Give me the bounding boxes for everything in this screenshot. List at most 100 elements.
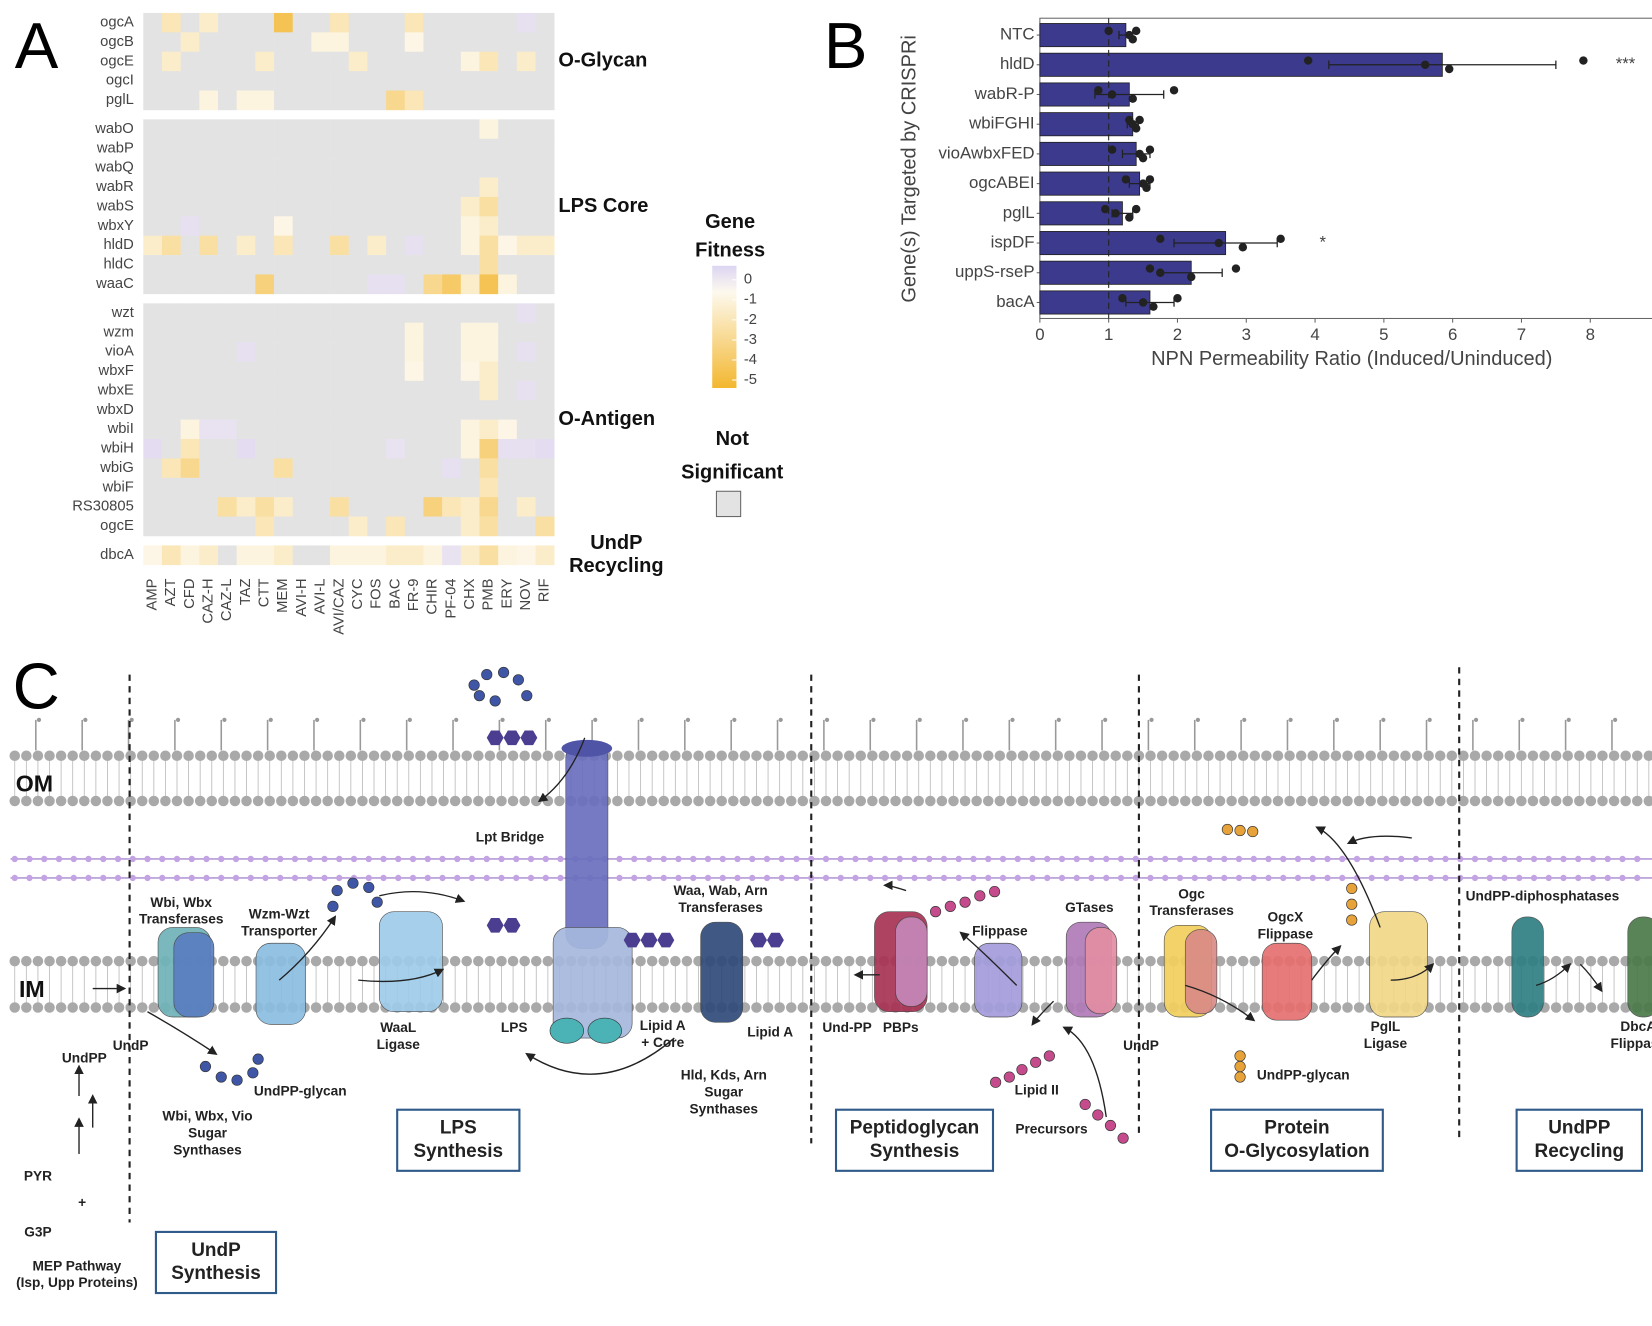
pg-bead <box>690 855 697 863</box>
lipid-head <box>948 955 959 967</box>
heatmap-cell <box>199 274 219 295</box>
heatmap-cell <box>236 216 256 236</box>
protein <box>1369 911 1428 1018</box>
data-point <box>1128 35 1137 44</box>
lipid-head <box>1574 750 1585 761</box>
pg-bead <box>1073 874 1080 882</box>
lipid-head <box>44 750 55 761</box>
lipid-head <box>1156 795 1168 807</box>
heatmap-cell <box>255 119 275 140</box>
heatmap-cell <box>367 119 387 140</box>
lipid-head <box>67 795 78 807</box>
heatmap-cell <box>199 51 219 72</box>
lipid-head <box>1180 750 1191 761</box>
pg-bead <box>1545 874 1552 882</box>
heatmap-cell <box>292 119 312 140</box>
sugar <box>1234 1060 1246 1073</box>
lipid-head <box>229 750 241 761</box>
lpt-cap <box>561 739 613 757</box>
lipid-head <box>762 795 774 807</box>
section-title: Recycling <box>1535 1141 1625 1162</box>
pg-bead <box>1619 855 1626 863</box>
diagram-label: Ogc <box>1178 886 1205 901</box>
pg-bead <box>1589 874 1597 882</box>
heatmap-cell <box>442 71 462 91</box>
heatmap-cell <box>516 380 536 401</box>
heatmap-cell <box>236 361 256 382</box>
pg-bead <box>1589 855 1597 863</box>
lps-tip <box>83 717 88 722</box>
lipid-head <box>461 1002 472 1013</box>
heatmap-cell <box>404 458 424 479</box>
pg-bead <box>690 874 697 882</box>
column-label: CHIR <box>425 579 441 615</box>
row-label: hldC <box>103 257 134 273</box>
heatmap-cell <box>404 274 424 295</box>
pg-bead <box>1147 874 1154 882</box>
diagram-label: G3P <box>24 1225 51 1240</box>
heatmap-cell <box>460 439 480 459</box>
lipid-head <box>1052 795 1064 807</box>
heatmap-cell <box>479 255 499 275</box>
lipid-head <box>310 750 322 761</box>
sugar <box>1016 1064 1028 1076</box>
lps-tip <box>685 717 691 722</box>
data-point <box>1149 302 1158 311</box>
heatmap-cell <box>180 119 200 140</box>
heatmap-cell <box>367 138 387 159</box>
heatmap-cell <box>292 380 312 401</box>
error-bar <box>1328 60 1557 69</box>
heatmap-cell <box>498 119 518 140</box>
heatmap-cell <box>423 235 443 256</box>
pg-bead <box>1383 855 1390 863</box>
heatmap-cell <box>217 196 237 217</box>
data-point <box>1173 294 1182 303</box>
heatmap-cell <box>460 158 480 178</box>
lipid-head <box>646 1002 658 1013</box>
heatmap-cell <box>311 177 331 198</box>
heatmap-cell <box>479 439 499 459</box>
lipid-head <box>1342 750 1353 761</box>
heatmap-cell <box>274 119 294 140</box>
heatmap-cell <box>367 458 387 479</box>
lipid-head <box>959 795 971 807</box>
pg-bead <box>1250 855 1257 863</box>
x-tick-label: 5 <box>1379 325 1388 344</box>
heatmap-cell <box>535 458 555 479</box>
heatmap-cell <box>255 361 275 382</box>
pg-bead <box>498 874 505 882</box>
lipid-head <box>32 1002 44 1013</box>
sugar <box>498 666 510 679</box>
heatmap-cell <box>498 477 518 498</box>
lipid-head <box>1226 955 1237 967</box>
row-label: ogcA <box>100 15 134 31</box>
heatmap-cell <box>404 138 424 159</box>
heatmap-cell <box>404 361 424 382</box>
lipid-head <box>102 795 113 807</box>
heatmap-cell <box>348 138 368 159</box>
heatmap-cell <box>423 71 443 91</box>
pg-bead <box>1014 855 1021 863</box>
heatmap-cell <box>143 516 163 537</box>
lipid-head <box>936 795 948 807</box>
pg-bead <box>1501 874 1508 882</box>
lipid-head <box>113 955 125 967</box>
lipid-head <box>820 955 832 967</box>
column-label: AVI-L <box>313 579 329 615</box>
heatmap-cell <box>404 322 424 343</box>
heatmap-cell <box>330 516 350 537</box>
y-tick-label: ogcABEI <box>969 173 1035 192</box>
pg-bead <box>1073 855 1080 863</box>
lipid-head <box>797 750 809 761</box>
heatmap-cell <box>143 361 163 382</box>
legend-title: Significant <box>681 462 784 484</box>
lipid-head <box>194 795 206 807</box>
y-tick-label: pglL <box>1003 203 1035 222</box>
diagram-label: Wbi, Wbx, Vio <box>162 1109 252 1124</box>
heatmap-cell <box>274 497 294 517</box>
heatmap-cell <box>255 51 275 72</box>
lps-tip <box>1195 717 1201 722</box>
lipid-head <box>1527 750 1539 761</box>
heatmap-cell <box>535 51 555 72</box>
lipid-head <box>1342 795 1353 807</box>
